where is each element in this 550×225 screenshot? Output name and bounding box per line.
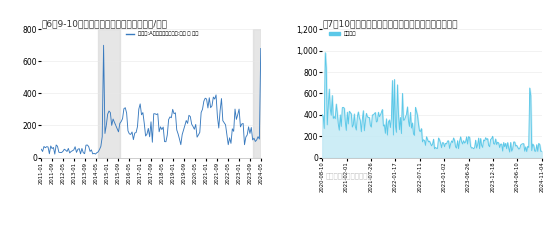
Text: 公众号：樊继拓投资策略: 公众号：樊继拓投资策略 [326,172,373,179]
Text: 图7：10月下旬股票开户搜索指数下降（单位：点数）: 图7：10月下旬股票开户搜索指数下降（单位：点数） [322,20,458,29]
Bar [98,29,120,158]
Bar [252,29,261,158]
Text: 图6：9-10月开户数大幅回升（单位：万户/月）: 图6：9-10月开户数大幅回升（单位：万户/月） [41,20,167,29]
Legend: 上证所:A股账户新增开户数:合计 月 万户: 上证所:A股账户新增开户数:合计 月 万户 [124,29,200,38]
Legend: 股票开户: 股票开户 [327,29,359,38]
